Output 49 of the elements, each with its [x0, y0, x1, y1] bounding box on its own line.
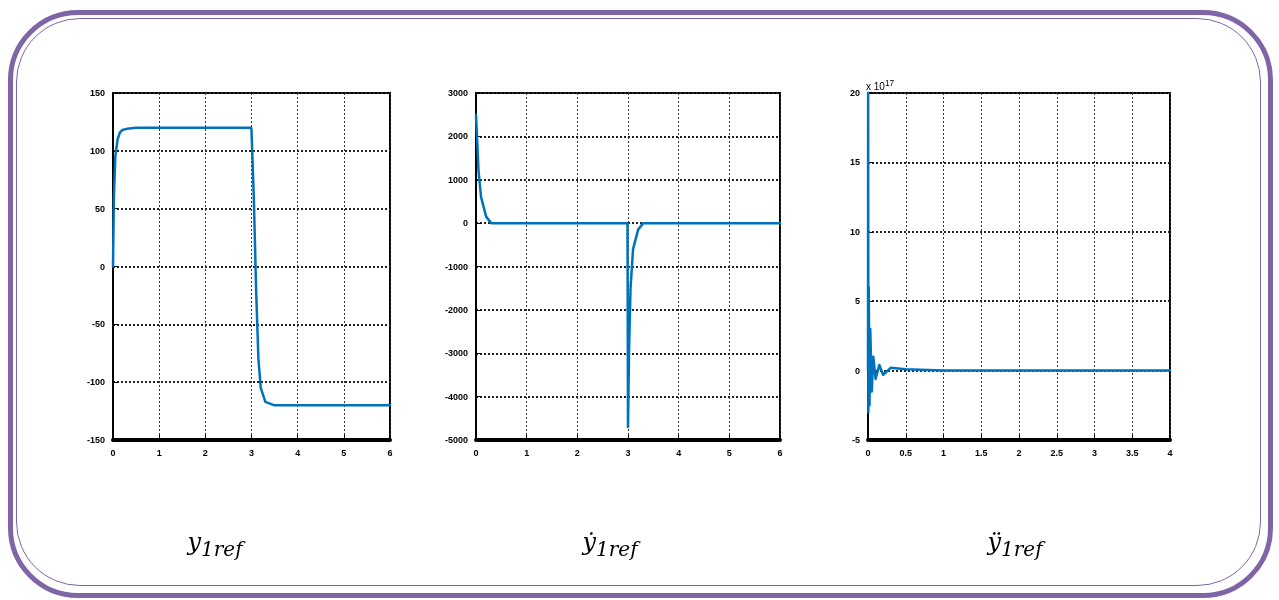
y-tick-label: 0 [854, 365, 860, 376]
y-tick-label: 2000 [447, 131, 468, 142]
x-tick-label: 4 [1167, 447, 1173, 458]
x-tick-label: 2.5 [1050, 447, 1064, 458]
y-tick-label: 5 [854, 296, 860, 307]
x-tick-label: 1 [940, 447, 947, 458]
y-tick-label: 15 [849, 157, 860, 168]
y-tick-label: -3000 [444, 348, 468, 359]
y-tick-label: -100 [86, 377, 105, 388]
y-tick-label: -5 [851, 435, 860, 445]
line-series [474, 113, 782, 429]
x-tick-label: 5 [341, 447, 347, 458]
x-tick-label: 4 [295, 447, 301, 458]
y-tick-label: -50 [91, 319, 105, 330]
line-series [111, 126, 392, 407]
x-tick-label: 1.5 [974, 447, 988, 458]
x-tick-label: 4 [676, 447, 682, 458]
x-tick-label: 0 [110, 447, 116, 458]
y-tick-label: -150 [86, 435, 105, 445]
x-tick-label: 6 [777, 447, 783, 458]
text: x 10$^{17}$ [866, 78, 895, 93]
y-tick-label: 1000 [447, 174, 468, 185]
y-tick-label: 0 [99, 261, 105, 272]
y-tick-label: 10 [849, 226, 860, 237]
y-tick-label: -5000 [444, 435, 468, 445]
x-tick-label: 1 [524, 447, 530, 458]
x-tick-label: 3 [1091, 447, 1098, 458]
y-tick-label: 50 [94, 203, 105, 214]
x-tick-label: 0.5 [899, 447, 913, 458]
y-tick-label: 0 [462, 218, 468, 229]
x-tick-label: 2 [1016, 447, 1022, 458]
y-tick-label: 100 [89, 145, 105, 156]
x-tick-label: 3 [248, 447, 255, 458]
x-tick-label: 2 [202, 447, 208, 458]
line-series [866, 91, 1172, 414]
x-tick-label: 3 [625, 447, 631, 458]
y-tick-label: -4000 [444, 391, 468, 402]
x-tick-label: 3.5 [1125, 447, 1139, 458]
x-tick-label: 6 [387, 447, 393, 458]
x-tick-label: 0 [473, 447, 479, 458]
x-tick-label: 5 [726, 447, 732, 458]
y-tick-label: -1000 [444, 261, 468, 272]
y-tick-label: -2000 [444, 304, 468, 315]
x-tick-label: 0 [865, 447, 871, 458]
x-tick-label: 2 [574, 447, 580, 458]
x-tick-label: 1 [156, 447, 162, 458]
y-tick-label: 20 [849, 88, 860, 98]
y-tick-label: 3000 [447, 88, 468, 98]
y-tick-label: 150 [89, 88, 105, 98]
